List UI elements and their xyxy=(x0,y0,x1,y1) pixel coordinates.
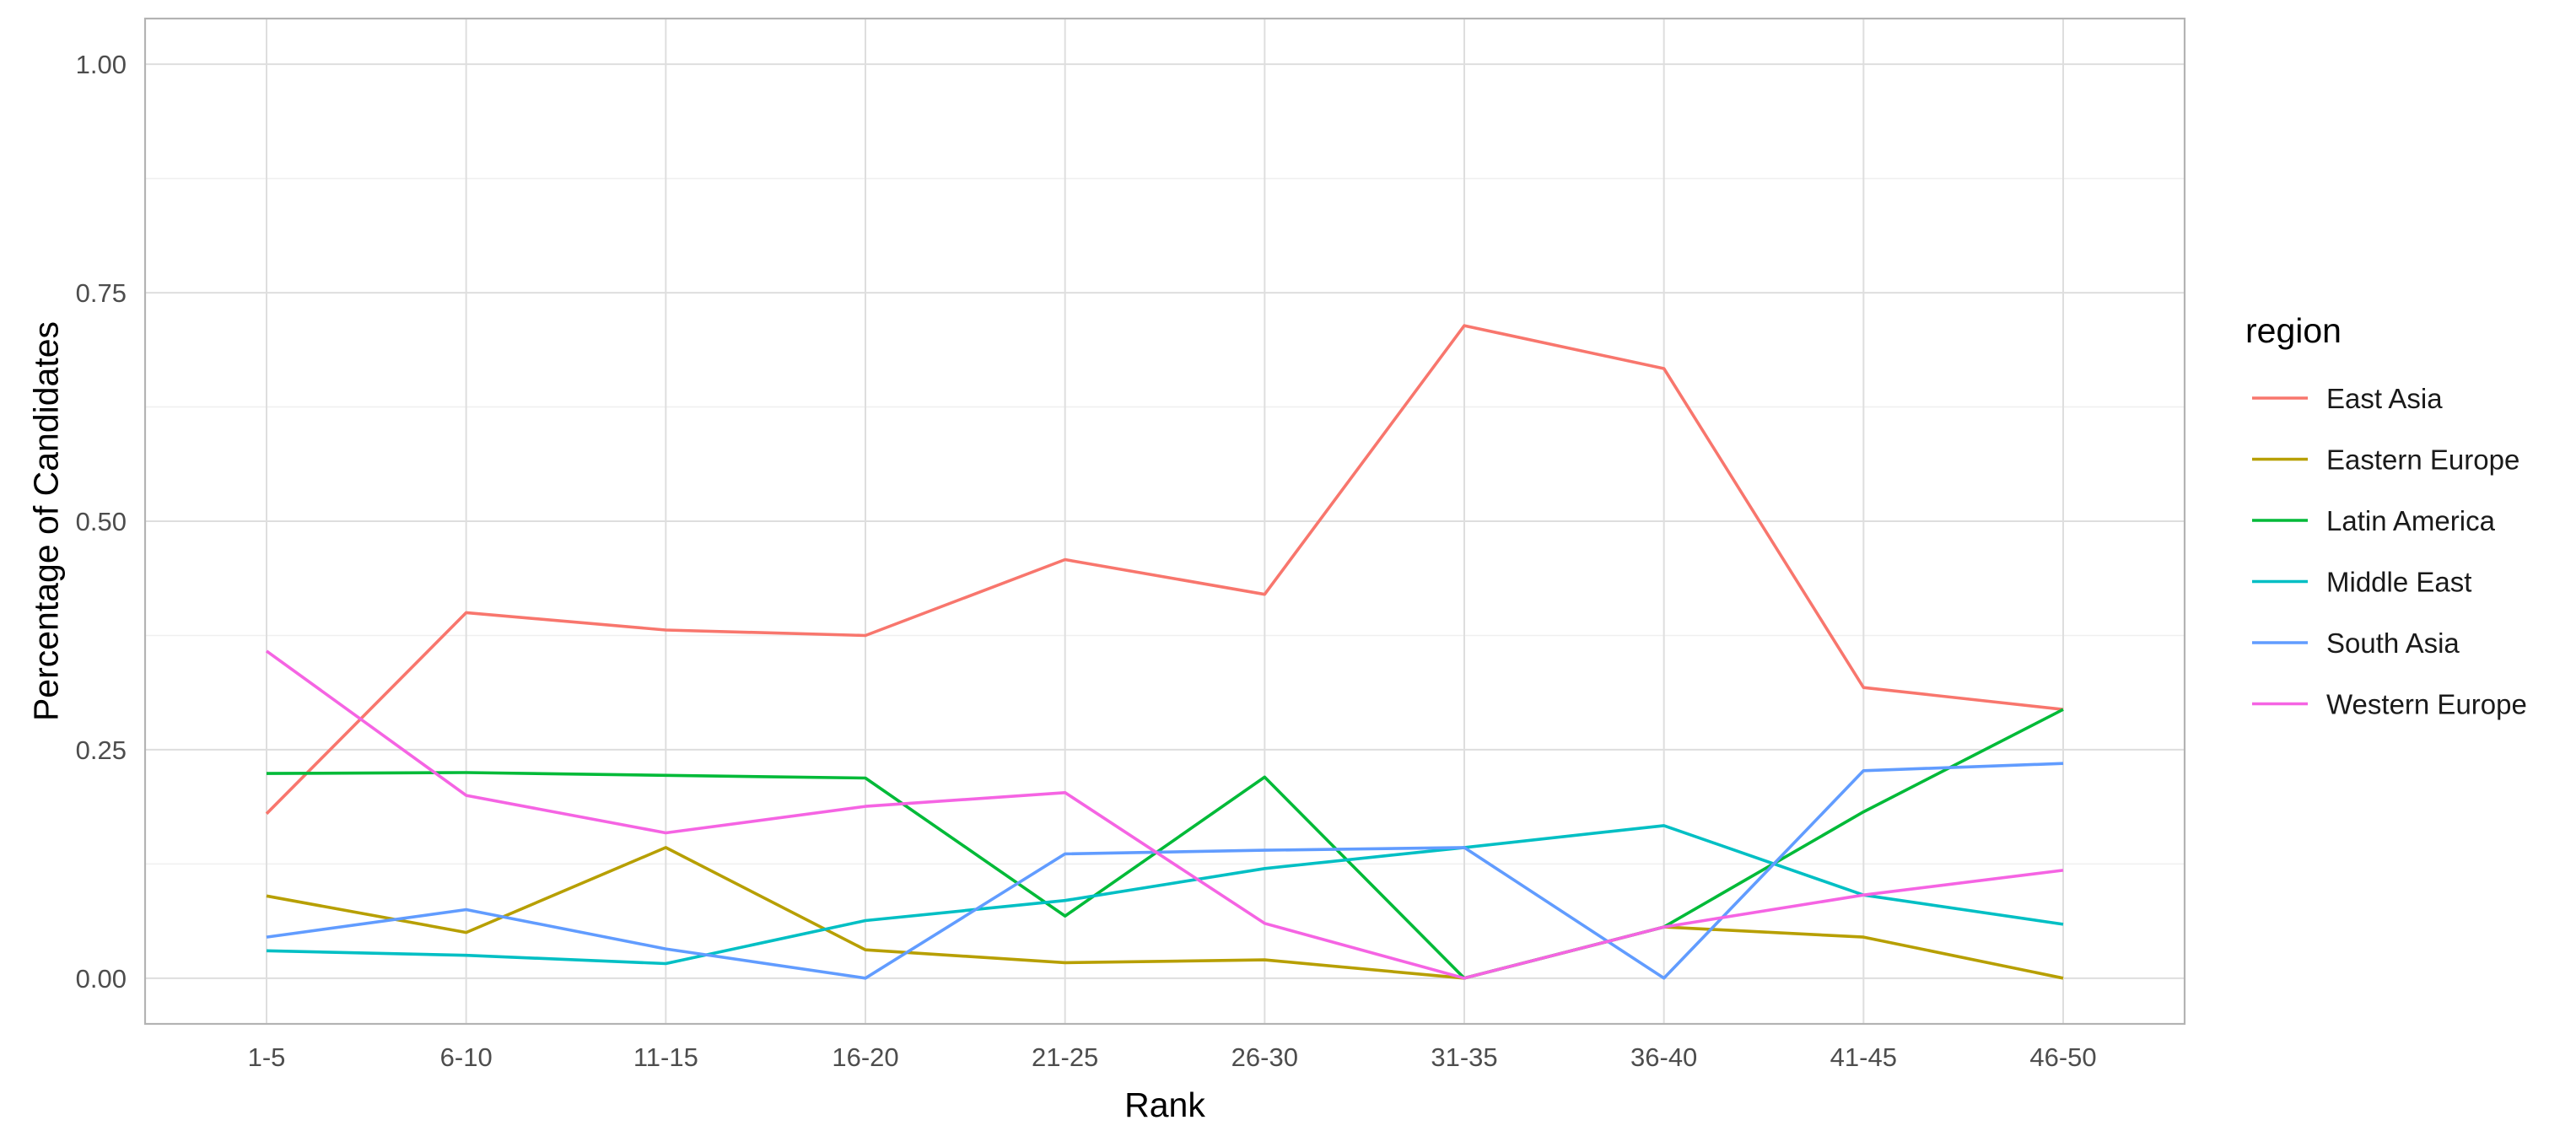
plot-panel-border xyxy=(143,17,2186,1026)
x-tick-label: 31-35 xyxy=(1431,1042,1497,1072)
series-line-middle-east xyxy=(266,824,2064,966)
y-tick-label: 0.75 xyxy=(76,278,127,308)
x-tick-label: 26-30 xyxy=(1231,1042,1298,1072)
x-tick-label: 46-50 xyxy=(2029,1042,2096,1072)
legend-label: Western Europe xyxy=(2326,689,2527,720)
x-tick-labels: 1-5 6-10 11-15 16-20 21-25 26-30 31-35 36-40 41-… xyxy=(248,1042,2097,1072)
y-tick-label: 0.25 xyxy=(76,735,127,765)
legend-label: East Asia xyxy=(2326,383,2443,414)
y-tick-label: 0.50 xyxy=(76,507,127,536)
series-line-east-asia xyxy=(265,324,2064,816)
x-tick-label: 36-40 xyxy=(1630,1042,1697,1072)
series-line-latin-america xyxy=(266,708,2064,980)
legend-label: Latin America xyxy=(2326,505,2496,536)
legend: region East Asia Eastern Europe Latin Amer… xyxy=(2245,311,2527,720)
grid xyxy=(145,19,2185,1024)
x-tick-label: 41-45 xyxy=(1830,1042,1897,1072)
y-tick-labels: 0.00 0.25 0.50 0.75 1.00 xyxy=(76,50,127,994)
legend-label: South Asia xyxy=(2326,627,2460,659)
series-line-south-asia xyxy=(266,762,2064,980)
y-axis-title: Percentage of Candidates xyxy=(26,321,65,721)
legend-title: region xyxy=(2245,311,2342,350)
legend-label: Middle East xyxy=(2326,567,2471,598)
x-axis-title: Rank xyxy=(1124,1085,1205,1124)
x-tick-label: 6-10 xyxy=(440,1042,493,1072)
x-tick-label: 16-20 xyxy=(832,1042,898,1072)
x-tick-label: 1-5 xyxy=(248,1042,286,1072)
y-tick-label: 1.00 xyxy=(76,50,127,79)
x-tick-label: 21-25 xyxy=(1032,1042,1098,1072)
series-lines xyxy=(265,324,2064,980)
series-line-eastern-europe xyxy=(266,846,2064,980)
y-tick-label: 0.00 xyxy=(76,964,127,994)
x-tick-label: 11-15 xyxy=(633,1042,698,1072)
legend-label: Eastern Europe xyxy=(2326,444,2519,476)
series-line-western-europe xyxy=(265,649,2064,980)
